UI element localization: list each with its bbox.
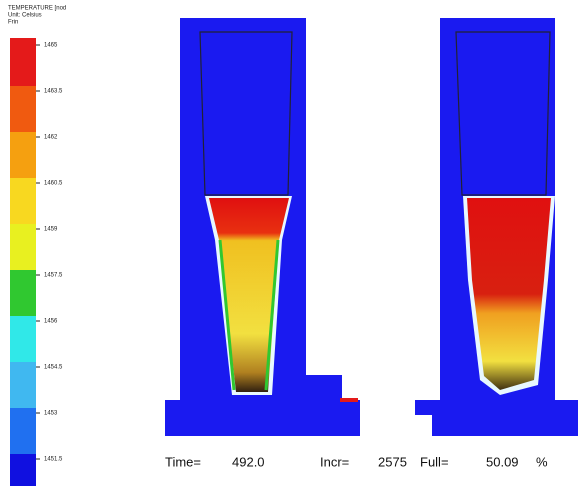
legend-tick-label: 1451.5: [44, 457, 63, 463]
legend-tick-label: 1462: [44, 135, 58, 141]
incr-label: Incr=: [320, 454, 349, 469]
legend-tick-label: 1454.5: [44, 365, 63, 371]
legend-title: TEMPERATURE [nod: [8, 6, 66, 12]
legend-tick-label: 1459: [44, 227, 58, 233]
legend-tick-label: 1460.5: [44, 181, 63, 187]
time-label: Time=: [165, 454, 201, 469]
legend-tick-label: 1463.5: [44, 89, 63, 95]
legend-tick-label: 1457.5: [44, 273, 63, 279]
time-value: 492.0: [232, 454, 265, 469]
fill-label: Full=: [420, 454, 449, 469]
incr-value: 2575: [378, 454, 407, 469]
visualization: TEMPERATURE [nod Unit: Celsius Frin 1465…: [0, 0, 578, 486]
mold-left: [165, 18, 360, 436]
screen: TEMPERATURE [nod Unit: Celsius Frin 1465…: [0, 0, 578, 486]
legend-unit: Unit: Celsius: [8, 13, 42, 19]
fill-unit: %: [536, 454, 548, 469]
legend-tick-label: 1453: [44, 411, 58, 417]
legend-tick-label: 1465: [44, 43, 58, 49]
colorbar: [10, 38, 36, 486]
mold-right: [415, 18, 578, 436]
fill-value: 50.09: [486, 454, 519, 469]
legend-frame: Frin: [8, 20, 18, 26]
legend-tick-label: 1456: [44, 319, 58, 325]
